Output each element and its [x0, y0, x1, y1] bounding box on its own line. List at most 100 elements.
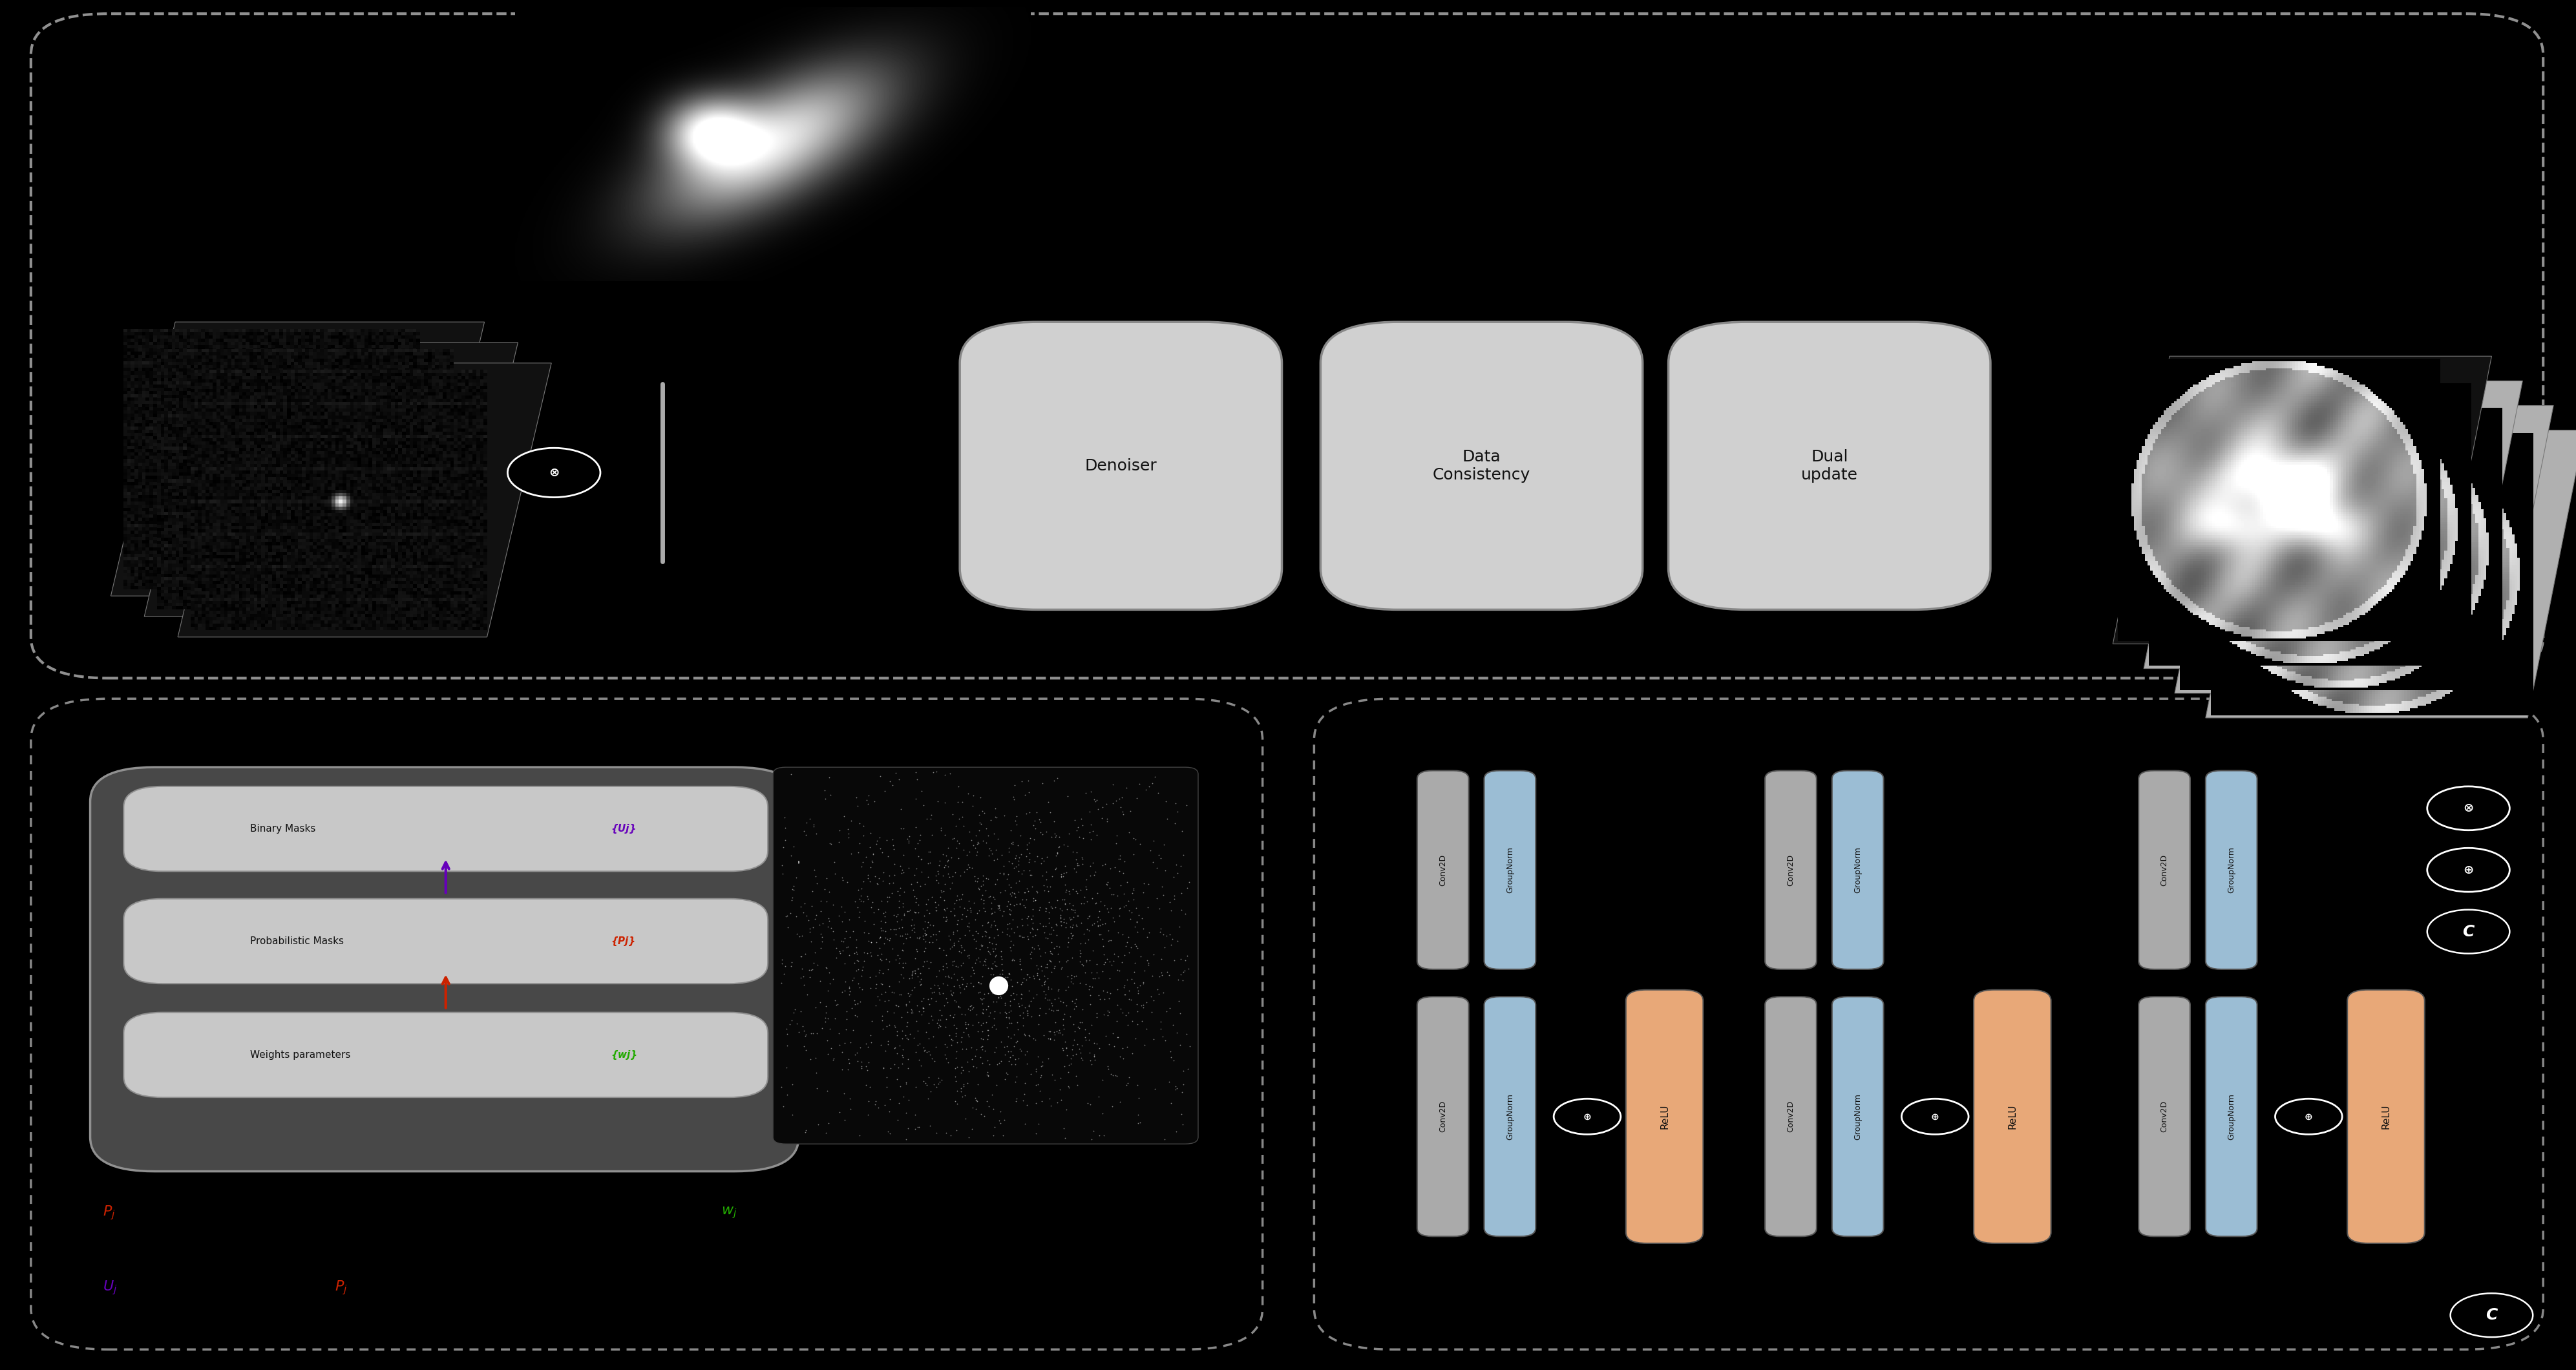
Point [868, 770, 909, 792]
Point [1043, 874, 1084, 896]
Point [963, 951, 1005, 973]
Point [894, 962, 935, 984]
Point [873, 918, 914, 940]
Point [1141, 923, 1182, 945]
FancyBboxPatch shape [90, 767, 799, 1171]
Point [822, 1041, 863, 1063]
Point [1056, 860, 1097, 882]
Point [762, 863, 804, 885]
Point [948, 944, 989, 966]
Point [1110, 882, 1151, 904]
Point [868, 975, 909, 997]
Text: ⊗: ⊗ [549, 467, 559, 478]
Point [1061, 1034, 1103, 1056]
Point [842, 955, 884, 977]
Point [981, 863, 1023, 885]
Point [796, 1077, 837, 1099]
Point [891, 960, 933, 982]
Point [845, 910, 886, 932]
Point [961, 1103, 1002, 1125]
Point [1007, 1095, 1048, 1117]
Point [976, 1018, 1018, 1040]
Point [994, 1032, 1036, 1054]
Point [814, 1048, 855, 1070]
Point [863, 991, 904, 1012]
Point [770, 1010, 811, 1032]
Point [1087, 981, 1128, 1003]
Point [781, 1015, 822, 1037]
Point [912, 823, 953, 845]
Point [1018, 1014, 1059, 1036]
Point [1051, 991, 1092, 1012]
Point [878, 889, 920, 911]
Point [1146, 808, 1188, 830]
Point [912, 982, 953, 1004]
Point [933, 934, 974, 956]
Point [868, 959, 909, 981]
Point [1077, 1033, 1118, 1055]
Point [768, 906, 809, 927]
Text: ReLU: ReLU [1659, 1104, 1669, 1129]
Point [925, 1036, 966, 1058]
Point [938, 1056, 979, 1078]
Point [943, 1075, 984, 1097]
Point [1131, 773, 1172, 795]
Point [999, 949, 1041, 971]
Point [1046, 917, 1087, 938]
Point [1061, 807, 1103, 829]
Point [943, 806, 984, 827]
Point [1030, 951, 1072, 973]
Point [1051, 964, 1092, 986]
Point [845, 1074, 886, 1096]
Point [896, 966, 938, 988]
Point [1092, 1096, 1133, 1118]
Point [762, 836, 804, 858]
Point [881, 1006, 922, 1028]
Point [848, 785, 889, 807]
Point [889, 825, 930, 847]
Point [938, 996, 979, 1018]
Point [1015, 1092, 1056, 1114]
Point [933, 1006, 974, 1028]
Point [1123, 997, 1164, 1019]
Point [840, 977, 881, 999]
Point [1072, 914, 1113, 936]
Point [1043, 1128, 1084, 1149]
Point [871, 918, 912, 940]
Point [997, 925, 1038, 947]
Point [938, 996, 979, 1018]
Point [1020, 955, 1061, 977]
Point [1092, 884, 1133, 906]
Point [858, 867, 899, 889]
Point [989, 874, 1030, 896]
Point [989, 840, 1030, 862]
Point [765, 817, 806, 838]
Point [1007, 907, 1048, 929]
Point [1020, 847, 1061, 869]
Point [933, 975, 974, 997]
Point [853, 790, 894, 812]
Point [938, 956, 979, 978]
Point [1079, 988, 1121, 1010]
Point [881, 956, 922, 978]
Point [783, 892, 824, 914]
Point [1056, 904, 1097, 926]
Point [940, 884, 981, 906]
Point [917, 1012, 958, 1034]
Point [1002, 926, 1043, 948]
Point [773, 875, 814, 897]
Point [1167, 958, 1208, 980]
Point [770, 903, 811, 925]
Point [912, 762, 953, 784]
Point [963, 1040, 1005, 1062]
Point [1048, 907, 1090, 929]
Point [943, 938, 984, 960]
Point [860, 949, 902, 971]
Point [963, 801, 1005, 823]
Point [956, 949, 997, 971]
Point [1033, 988, 1074, 1010]
Point [868, 845, 909, 867]
Point [951, 897, 992, 919]
Point [886, 1118, 927, 1140]
Point [1113, 917, 1154, 938]
